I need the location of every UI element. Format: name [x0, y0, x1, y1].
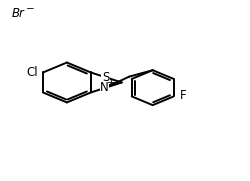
Text: F: F: [180, 89, 186, 102]
Text: S: S: [102, 71, 110, 84]
Text: −: −: [26, 4, 35, 14]
Text: +: +: [107, 78, 116, 88]
Text: Br: Br: [11, 7, 24, 20]
Text: Cl: Cl: [26, 66, 38, 79]
Text: N: N: [100, 81, 109, 94]
